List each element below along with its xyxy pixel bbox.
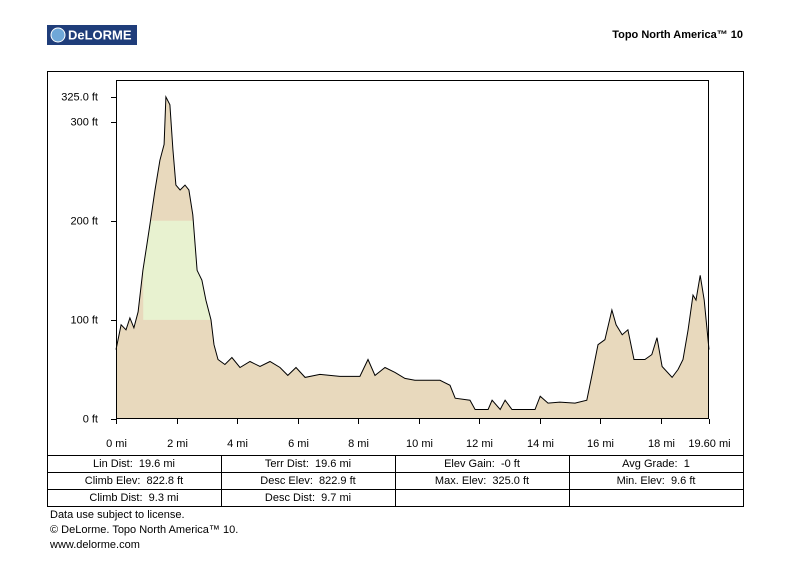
stats-text: Desc Dist: 9.7 mi [265,492,351,504]
footer: Data use subject to license. © DeLorme. T… [49,509,238,551]
stats-text: Climb Dist: 9.3 mi [89,492,178,504]
x-tick-label: 18 mi [648,438,675,450]
stats-text: Elev Gain: -0 ft [444,458,520,470]
y-tick-label: 200 ft [70,215,98,227]
logo-globe [50,27,66,43]
elevation-area [116,96,709,420]
y-tick-label: 300 ft [70,116,98,128]
x-tick-label: 12 mi [466,438,493,450]
stats-text: Lin Dist: 19.6 mi [93,458,175,470]
x-tick-label: 19.60 mi [688,438,730,450]
stats-text: Desc Elev: 822.9 ft [260,475,355,487]
page-title: Topo North America™ 10 [612,29,743,41]
stats-cell [569,489,744,507]
stats-text: Max. Elev: 325.0 ft [435,475,529,487]
plot: 0 ft 100 ft 200 ft 300 ft 325.0 ft 0 mi 2 mi 4 … [61,80,731,450]
x-tick-label: 0 mi [106,438,127,450]
footer-line: www.delorme.com [49,539,140,551]
x-tick-label: 14 mi [527,438,554,450]
y-tick-label: 325.0 ft [61,91,98,103]
x-tick-label: 2 mi [167,438,188,450]
x-tick-label: 10 mi [406,438,433,450]
x-tick-label: 8 mi [348,438,369,450]
logo-text: DeLORME [68,27,132,42]
footer-line: © DeLorme. Topo North America™ 10. [50,524,238,536]
stats-text: Terr Dist: 19.6 mi [265,458,351,470]
stats-table: Lin Dist: 19.6 mi Terr Dist: 19.6 mi Elev … [47,455,744,507]
y-tick-label: 0 ft [83,413,98,425]
logo: DeLORME [47,25,137,45]
footer-line: Data use subject to license. [50,509,185,521]
elevation-line [115,94,710,411]
logo-box [47,25,137,45]
y-tick-label: 100 ft [70,314,98,326]
stats-text: Climb Elev: 822.8 ft [85,475,183,487]
x-tick-label: 16 mi [587,438,614,450]
x-tick-label: 6 mi [288,438,309,450]
x-tick-label: 4 mi [227,438,248,450]
stats-text: Avg Grade: 1 [622,458,690,470]
stats-text: Min. Elev: 9.6 ft [617,475,696,487]
plot-border [116,80,709,419]
